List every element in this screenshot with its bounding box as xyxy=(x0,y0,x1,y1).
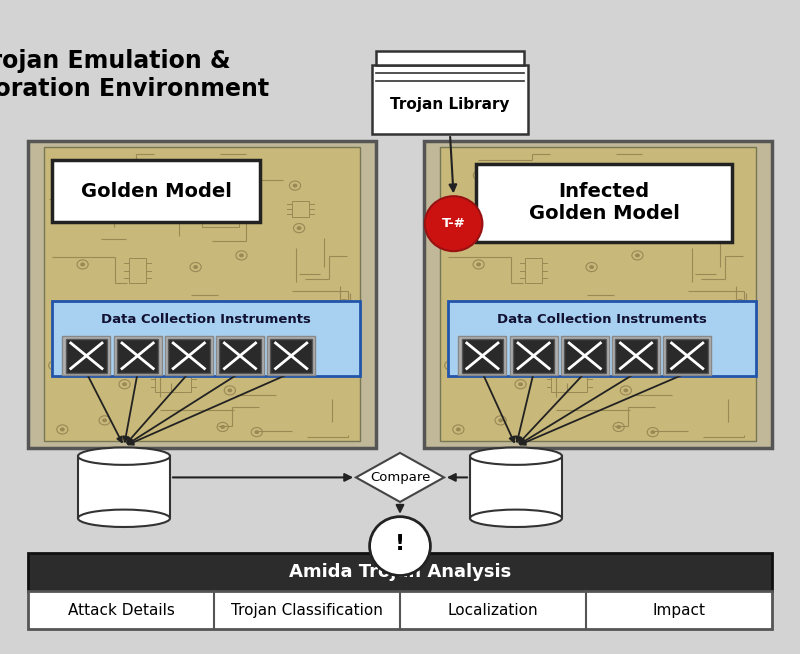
FancyBboxPatch shape xyxy=(666,339,708,373)
Ellipse shape xyxy=(470,509,562,527)
Circle shape xyxy=(738,302,742,306)
Circle shape xyxy=(172,216,177,220)
FancyBboxPatch shape xyxy=(52,160,260,222)
FancyBboxPatch shape xyxy=(561,336,609,375)
Circle shape xyxy=(293,184,298,188)
Circle shape xyxy=(538,166,542,170)
FancyBboxPatch shape xyxy=(114,336,162,375)
Text: Trojan Emulation &
Exploration Environment: Trojan Emulation & Exploration Environme… xyxy=(0,49,270,101)
FancyBboxPatch shape xyxy=(219,339,261,373)
FancyBboxPatch shape xyxy=(458,336,506,375)
Circle shape xyxy=(568,216,573,220)
Circle shape xyxy=(693,226,698,230)
FancyBboxPatch shape xyxy=(513,339,554,373)
FancyBboxPatch shape xyxy=(462,339,503,373)
Circle shape xyxy=(297,226,302,230)
FancyBboxPatch shape xyxy=(78,456,170,518)
Text: Golden Model: Golden Model xyxy=(81,182,231,201)
Circle shape xyxy=(60,428,65,432)
Ellipse shape xyxy=(425,196,482,251)
FancyBboxPatch shape xyxy=(372,65,528,134)
FancyBboxPatch shape xyxy=(663,336,711,375)
Text: Compare: Compare xyxy=(370,471,430,484)
FancyBboxPatch shape xyxy=(52,301,360,376)
Circle shape xyxy=(102,419,107,422)
Text: Data Collection Instruments: Data Collection Instruments xyxy=(101,313,311,326)
FancyBboxPatch shape xyxy=(117,339,158,373)
Circle shape xyxy=(52,364,57,368)
Circle shape xyxy=(206,173,211,177)
FancyBboxPatch shape xyxy=(376,51,524,65)
FancyBboxPatch shape xyxy=(615,339,657,373)
FancyBboxPatch shape xyxy=(440,147,756,441)
Circle shape xyxy=(589,265,594,269)
Circle shape xyxy=(650,430,655,434)
FancyBboxPatch shape xyxy=(476,164,732,242)
Circle shape xyxy=(220,425,225,429)
Text: Impact: Impact xyxy=(653,603,706,617)
Circle shape xyxy=(81,173,86,177)
FancyBboxPatch shape xyxy=(510,336,558,375)
FancyBboxPatch shape xyxy=(44,147,360,441)
Circle shape xyxy=(193,265,198,269)
Circle shape xyxy=(142,166,146,170)
Text: T-#: T-# xyxy=(442,217,466,230)
Circle shape xyxy=(227,388,232,392)
FancyBboxPatch shape xyxy=(424,141,772,448)
Circle shape xyxy=(448,364,453,368)
Circle shape xyxy=(456,428,461,432)
Circle shape xyxy=(518,382,523,386)
Circle shape xyxy=(602,173,607,177)
Text: Attack Details: Attack Details xyxy=(67,603,174,617)
Circle shape xyxy=(689,184,694,188)
FancyBboxPatch shape xyxy=(564,339,606,373)
Text: Data Collection Instruments: Data Collection Instruments xyxy=(497,313,707,326)
Circle shape xyxy=(635,254,640,258)
Circle shape xyxy=(645,348,650,352)
FancyBboxPatch shape xyxy=(28,591,772,629)
Ellipse shape xyxy=(470,447,562,465)
FancyBboxPatch shape xyxy=(216,336,264,375)
Circle shape xyxy=(616,425,621,429)
Text: Infected
Golden Model: Infected Golden Model xyxy=(529,182,679,223)
Circle shape xyxy=(623,388,628,392)
Text: Amida Trojan Analysis: Amida Trojan Analysis xyxy=(289,563,511,581)
FancyBboxPatch shape xyxy=(267,336,315,375)
FancyBboxPatch shape xyxy=(28,141,376,448)
Circle shape xyxy=(122,382,127,386)
FancyBboxPatch shape xyxy=(66,339,107,373)
Text: Trojan Classification: Trojan Classification xyxy=(231,603,383,617)
FancyBboxPatch shape xyxy=(448,301,756,376)
Circle shape xyxy=(239,254,244,258)
Circle shape xyxy=(80,262,85,266)
Ellipse shape xyxy=(78,447,170,465)
Text: Localization: Localization xyxy=(448,603,538,617)
FancyBboxPatch shape xyxy=(168,339,210,373)
Text: !: ! xyxy=(395,534,405,554)
Circle shape xyxy=(498,419,503,422)
Circle shape xyxy=(342,302,346,306)
Ellipse shape xyxy=(370,517,430,576)
FancyBboxPatch shape xyxy=(165,336,213,375)
FancyBboxPatch shape xyxy=(62,336,110,375)
Circle shape xyxy=(254,430,259,434)
FancyBboxPatch shape xyxy=(612,336,660,375)
Polygon shape xyxy=(356,453,444,502)
FancyBboxPatch shape xyxy=(270,339,312,373)
Circle shape xyxy=(477,173,482,177)
Ellipse shape xyxy=(78,509,170,527)
FancyBboxPatch shape xyxy=(28,553,772,591)
FancyBboxPatch shape xyxy=(470,456,562,518)
Circle shape xyxy=(476,262,481,266)
Circle shape xyxy=(249,348,254,352)
Text: Trojan Library: Trojan Library xyxy=(390,97,510,112)
